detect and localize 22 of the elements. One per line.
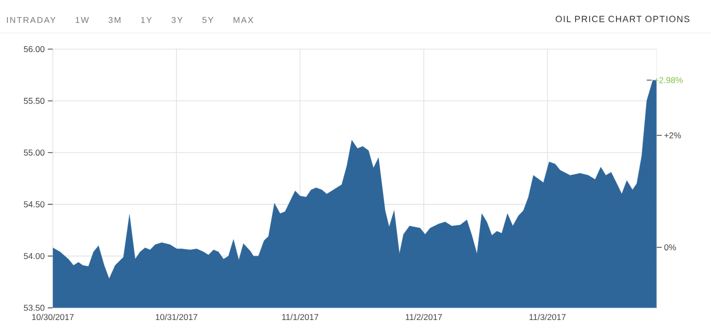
y-tick-label: 54.50 xyxy=(24,201,44,208)
y-tick-label: 56.00 xyxy=(24,46,44,52)
x-tick-label: 11/2/2017 xyxy=(406,314,442,320)
y-tick-label: 55.50 xyxy=(24,98,44,104)
x-tick-label: 10/30/2017 xyxy=(32,314,74,320)
text: MAX xyxy=(234,17,254,23)
y2-tick-label: +2% xyxy=(664,132,681,138)
chart-title: OIL PRICE CHART OPTIONS xyxy=(556,16,690,22)
text: 1Y xyxy=(141,17,152,23)
y-tick-label: 54.00 xyxy=(24,253,44,260)
x-tick-label: 11/3/2017 xyxy=(529,314,566,320)
annotation: +2.98% xyxy=(654,77,683,84)
text: INTRADAY xyxy=(7,17,56,23)
text: 3M xyxy=(108,16,120,23)
text: 5Y xyxy=(202,17,214,23)
text: 1W xyxy=(76,17,89,23)
x-tick-label: 10/31/2017 xyxy=(156,314,198,320)
y-tick-label: 53.50 xyxy=(24,304,44,311)
y-tick-label: 55.00 xyxy=(24,150,44,156)
text: 3Y xyxy=(172,16,183,23)
y2-tick-label: 0% xyxy=(664,244,676,250)
x-tick-label: 11/1/2017 xyxy=(282,314,318,320)
